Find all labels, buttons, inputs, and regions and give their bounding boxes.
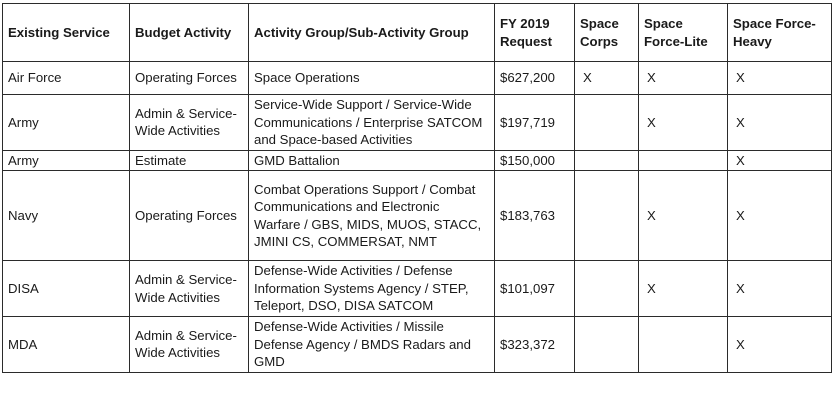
cell-service: Army [2,94,130,151]
header-fy2019-request: FY 2019 Request [494,3,575,62]
cell-activity-group: Service-Wide Support / Service-Wide Comm… [248,94,495,151]
cell-force-heavy: X [727,94,832,151]
header-space-force-lite: Space Force-Lite [638,3,728,62]
table-row: Navy Operating Forces Combat Operations … [2,170,832,261]
cell-force-lite: X [638,260,728,317]
cell-force-lite [638,149,728,171]
cell-activity-group: GMD Battalion [248,149,495,171]
cell-budget-activity: Admin & Service-Wide Activities [129,94,249,151]
cell-service: Air Force [2,61,130,95]
cell-force-heavy: X [727,260,832,317]
cell-budget-activity: Operating Forces [129,61,249,95]
table-row: Army Admin & Service-Wide Activities Ser… [2,94,832,151]
cell-force-lite: X [638,94,728,151]
cell-force-heavy: X [727,149,832,171]
cell-space-corps [574,316,639,373]
cell-force-heavy: X [727,170,832,261]
cell-space-corps [574,260,639,317]
header-row: Existing Service Budget Activity Activit… [2,3,832,62]
table-row: DISA Admin & Service-Wide Activities Def… [2,260,832,317]
header-space-force-heavy: Space Force-Heavy [727,3,832,62]
cell-space-corps [574,94,639,151]
header-budget-activity: Budget Activity [129,3,249,62]
cell-force-lite: X [638,170,728,261]
budget-table: Existing Service Budget Activity Activit… [2,3,832,373]
cell-force-heavy: X [727,316,832,373]
cell-request: $101,097 [494,260,575,317]
cell-budget-activity: Admin & Service-Wide Activities [129,260,249,317]
cell-request: $323,372 [494,316,575,373]
cell-service: Army [2,149,130,171]
table-row: MDA Admin & Service-Wide Activities Defe… [2,316,832,373]
cell-force-lite [638,316,728,373]
cell-budget-activity: Admin & Service-Wide Activities [129,316,249,373]
cell-request: $627,200 [494,61,575,95]
cell-force-heavy: X [727,61,832,95]
header-activity-group: Activity Group/Sub-Activity Group [248,3,495,62]
cell-service: DISA [2,260,130,317]
table-row: Army Estimate GMD Battalion $150,000 X [2,149,832,171]
table-row: Air Force Operating Forces Space Operati… [2,61,832,95]
cell-force-lite: X [638,61,728,95]
header-space-corps: Space Corps [574,3,639,62]
cell-budget-activity: Estimate [129,149,249,171]
header-existing-service: Existing Service [2,3,130,62]
cell-service: Navy [2,170,130,261]
cell-activity-group: Combat Operations Support / Combat Commu… [248,170,495,261]
cell-service: MDA [2,316,130,373]
cell-budget-activity: Operating Forces [129,170,249,261]
cell-request: $150,000 [494,149,575,171]
cell-activity-group: Space Operations [248,61,495,95]
cell-space-corps [574,149,639,171]
cell-request: $197,719 [494,94,575,151]
cell-activity-group: Defense-Wide Activities / Missile Defens… [248,316,495,373]
cell-space-corps [574,170,639,261]
cell-activity-group: Defense-Wide Activities / Defense Inform… [248,260,495,317]
cell-space-corps: X [574,61,639,95]
cell-request: $183,763 [494,170,575,261]
